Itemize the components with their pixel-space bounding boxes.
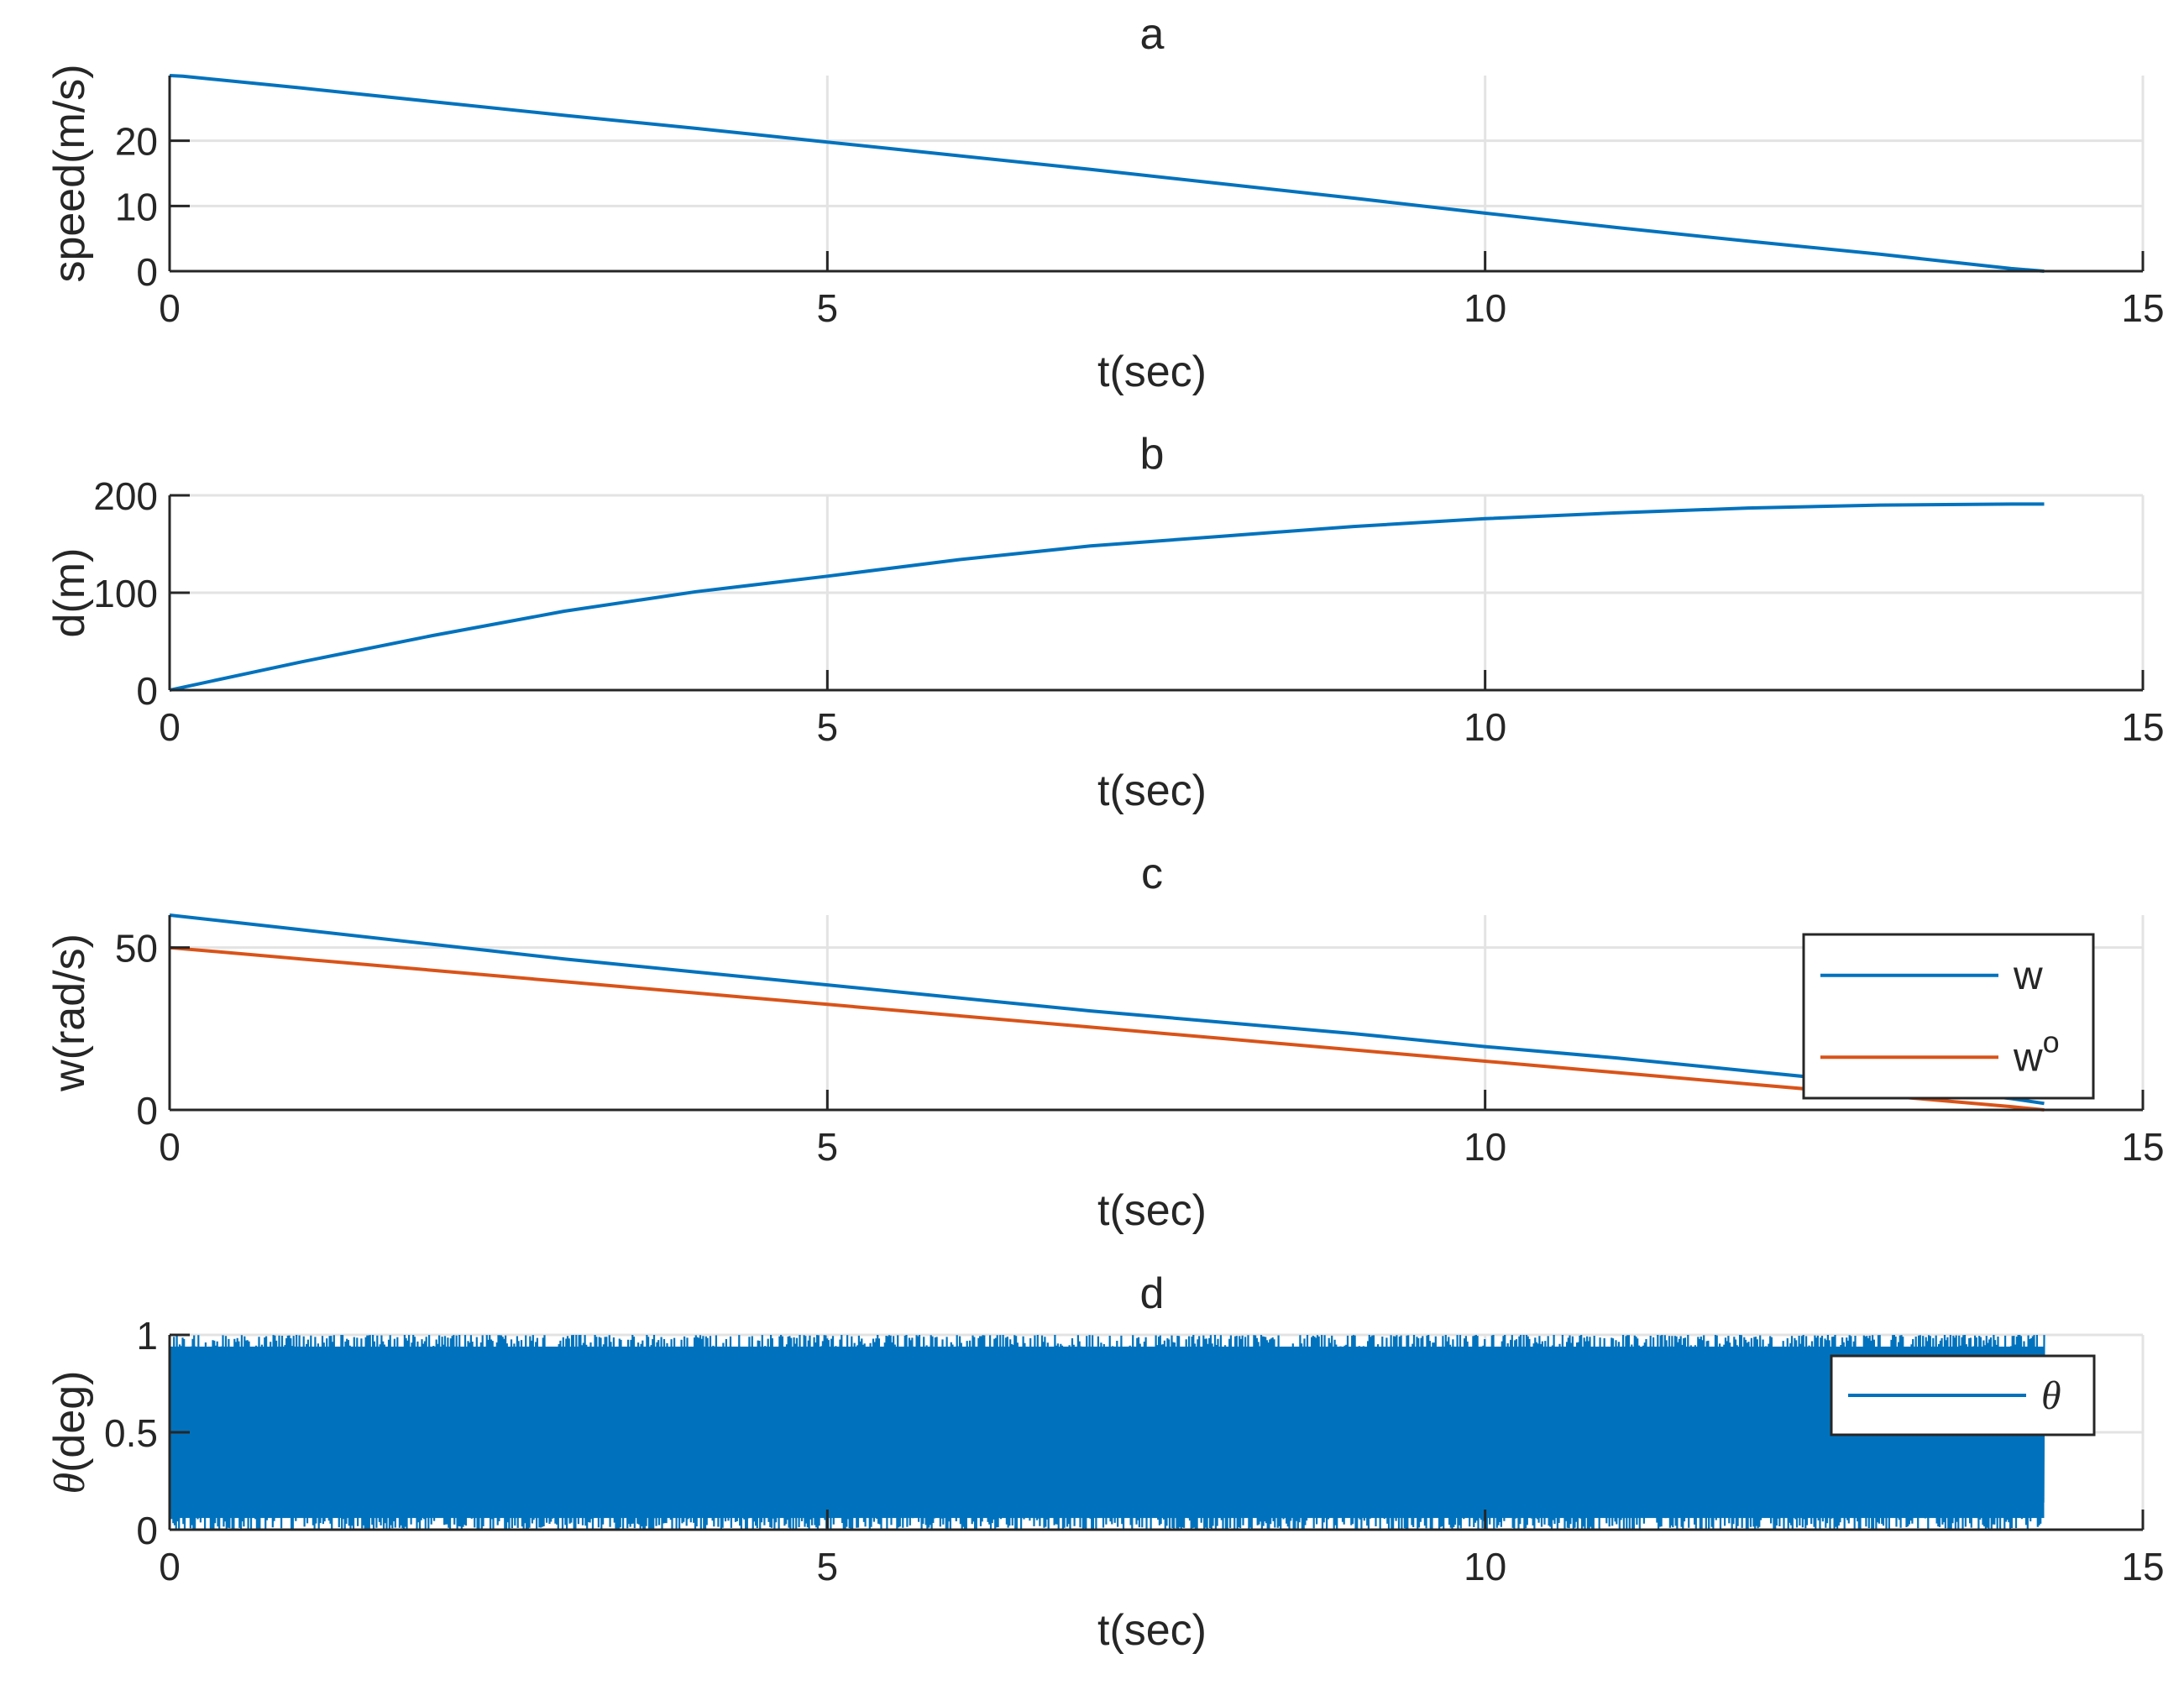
x-tick-label: 15: [2121, 1125, 2164, 1169]
subplot-title: c: [1141, 850, 1163, 898]
x-tick-label: 15: [2121, 286, 2164, 330]
y-tick-label: 200: [93, 474, 158, 518]
x-tick-label: 5: [817, 1545, 839, 1588]
x-tick-label: 0: [159, 705, 181, 749]
y-tick-label: 0.5: [104, 1411, 158, 1455]
legend-label: θ: [2041, 1374, 2061, 1418]
axes: 0 5 10 15 0 100 200: [93, 474, 2164, 749]
x-axis-label: t(sec): [1097, 1186, 1207, 1235]
subplot-title: a: [1140, 10, 1165, 59]
x-tick-label: 10: [1464, 286, 1506, 330]
x-axis-label: t(sec): [1097, 1606, 1207, 1655]
y-tick-label: 20: [115, 120, 158, 164]
legend: w wo: [1802, 933, 2095, 1100]
legend-label-superscript: o: [2043, 1024, 2060, 1059]
y-axis-label-symbol: θ: [46, 1473, 94, 1494]
x-tick-label: 5: [817, 1125, 839, 1169]
y-tick-label: 0: [136, 250, 158, 294]
y-axis-label: w(rad/s): [45, 934, 94, 1092]
x-tick-label: 10: [1464, 1545, 1506, 1588]
legend-box: [1802, 933, 2095, 1100]
x-tick-label: 10: [1464, 705, 1506, 749]
x-tick-label: 0: [159, 1125, 181, 1169]
y-tick-label: 100: [93, 572, 158, 615]
legend: θ: [1830, 1354, 2096, 1436]
series-noise-band: [170, 1346, 2045, 1519]
legend-label: w: [2013, 954, 2043, 998]
x-axis-label: t(sec): [1097, 767, 1207, 815]
y-tick-label: 0: [136, 1509, 158, 1552]
y-axis-label: speed(m/s): [45, 64, 94, 282]
axes: 0 5 10 15 0 10 20: [115, 76, 2165, 330]
y-tick-label: 10: [115, 185, 158, 228]
x-tick-label: 5: [817, 705, 839, 749]
y-axis-label: d(m): [45, 548, 94, 638]
subplot-title: d: [1140, 1269, 1165, 1318]
subplot-c: 0 5 10 15 0 50 c t(sec) w(rad/s) w wo: [45, 850, 2165, 1235]
y-axis-label: θ(deg): [45, 1371, 94, 1494]
legend-label: wo: [2013, 1024, 2060, 1080]
y-tick-label: 0: [136, 669, 158, 713]
subplot-a: 0 5 10 15 0 10 20 a t(sec) speed(m/s): [45, 10, 2165, 396]
axes: 0 5 10 15 0 50: [115, 915, 2165, 1169]
x-tick-label: 0: [159, 1545, 181, 1588]
x-axis-label: t(sec): [1097, 348, 1207, 396]
x-tick-label: 5: [817, 286, 839, 330]
axes: 0 5 10 15 0 0.5 1: [104, 1314, 2165, 1588]
series-line-0: [170, 74, 2045, 273]
subplot-b: 0 5 10 15 0 100 200 b t(sec) d(m): [45, 430, 2165, 815]
y-tick-label: 0: [136, 1089, 158, 1133]
y-tick-label: 1: [136, 1314, 158, 1358]
series-line-0: [170, 502, 2045, 692]
y-tick-label: 50: [115, 927, 158, 971]
x-tick-label: 10: [1464, 1125, 1506, 1169]
y-axis-label-unit: (deg): [45, 1371, 94, 1473]
x-tick-label: 15: [2121, 705, 2164, 749]
subplot-title: b: [1140, 430, 1165, 479]
x-tick-label: 15: [2121, 1545, 2164, 1588]
x-tick-label: 0: [159, 286, 181, 330]
